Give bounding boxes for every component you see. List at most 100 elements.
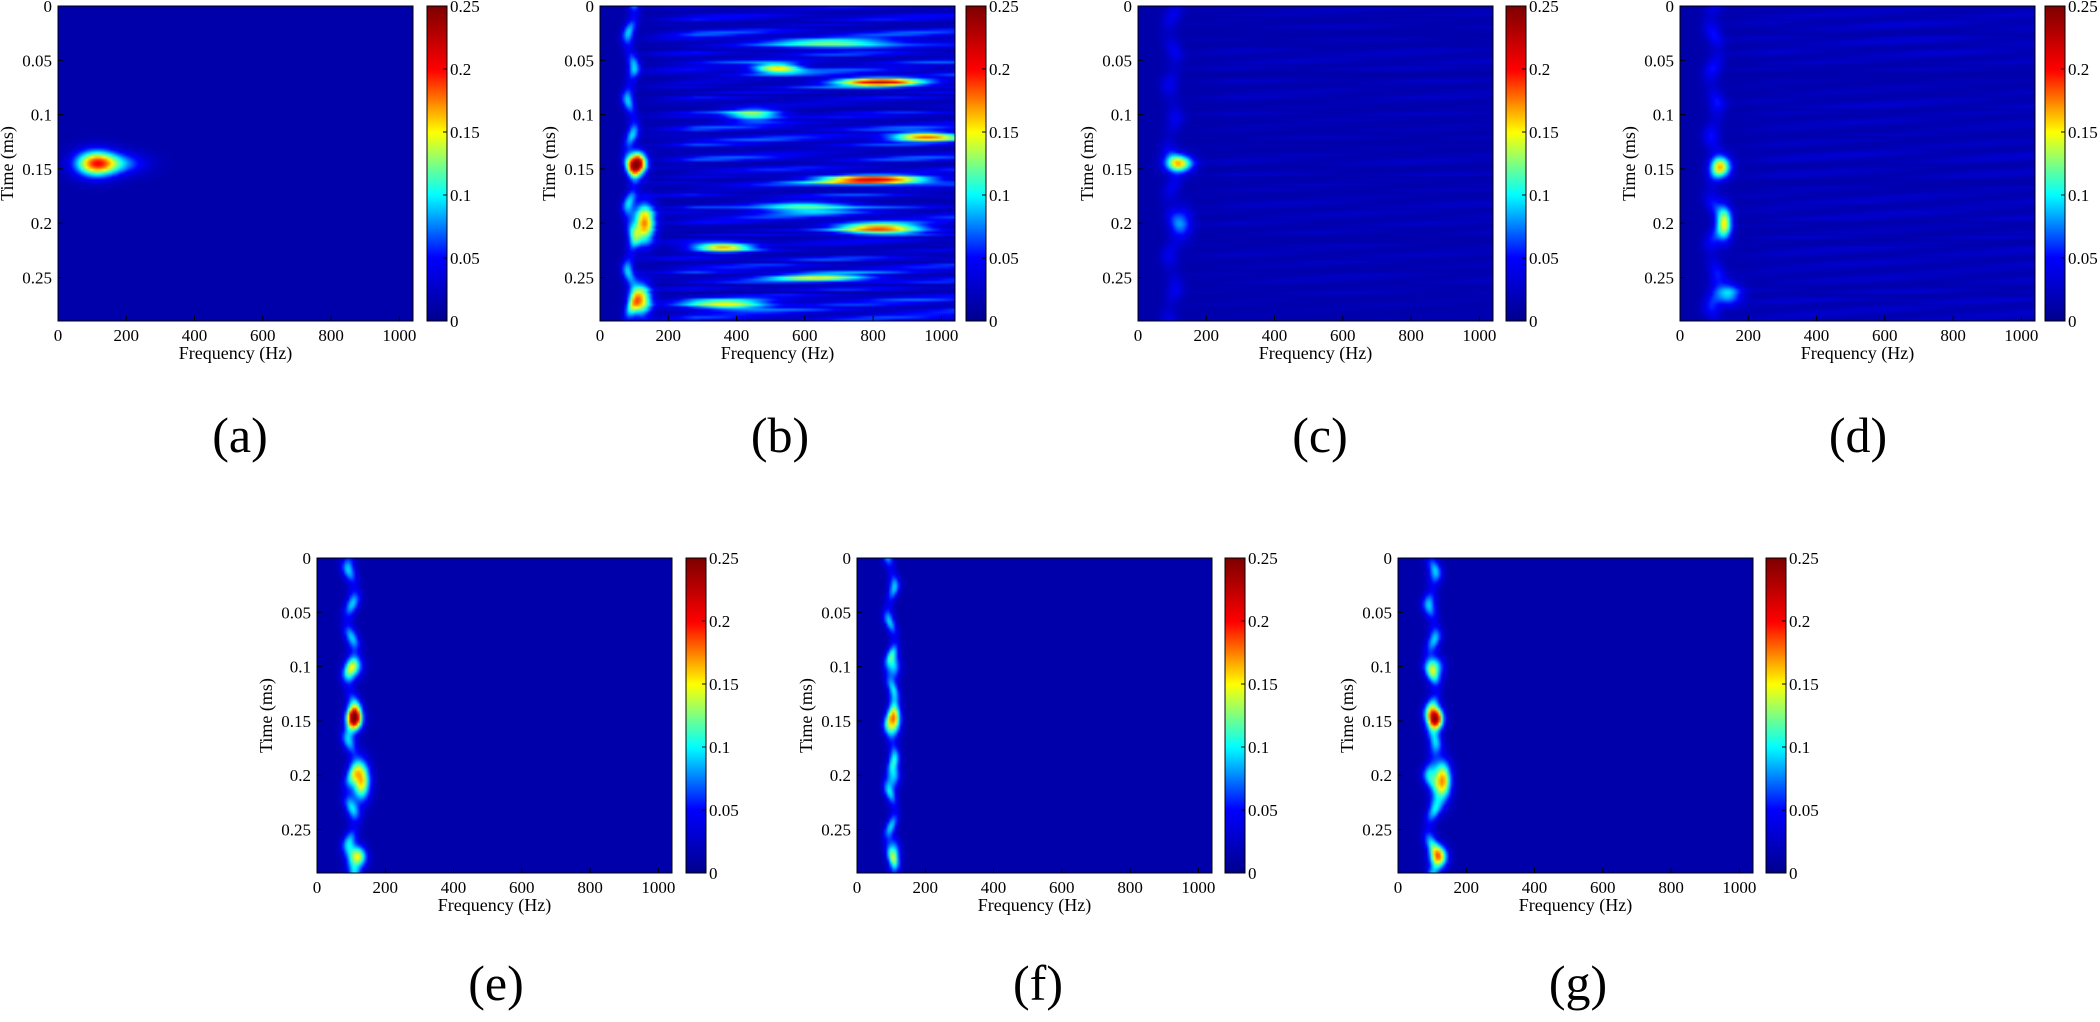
heatmap-image: [857, 558, 1212, 873]
plot-frame: [856, 557, 1213, 874]
colorbar: [686, 558, 706, 873]
x-tick-label: 800: [1398, 326, 1424, 345]
colorbar-tick-label: 0.2: [1529, 60, 1550, 79]
y-axis-label: Time (ms): [0, 126, 18, 201]
panel-caption: (f): [1013, 955, 1063, 1011]
x-tick-label: 200: [1736, 326, 1762, 345]
x-tick-label: 400: [1262, 326, 1288, 345]
colorbar-tick-label: 0.05: [1529, 249, 1559, 268]
heatmap-image: [600, 6, 955, 321]
y-tick-label: 0.25: [22, 269, 52, 288]
plot-frame: [1679, 5, 2036, 322]
y-tick-label: 0.2: [1653, 214, 1674, 233]
y-tick-label: 0.15: [1362, 712, 1392, 731]
x-tick-label: 400: [441, 878, 467, 897]
x-tick-label: 200: [656, 326, 682, 345]
colorbar-frame: [2044, 5, 2066, 322]
y-tick-label: 0.25: [1102, 269, 1132, 288]
x-tick-label: 1000: [1722, 878, 1756, 897]
y-tick-label: 0.1: [1111, 106, 1132, 125]
x-axis-label: Frequency (Hz): [1801, 343, 1914, 364]
y-tick-label: 0.1: [1371, 658, 1392, 677]
colorbar-frame: [1505, 5, 1527, 322]
colorbar-tick-label: 0.15: [1248, 675, 1278, 694]
heatmap-image: [1138, 6, 1493, 321]
x-tick-label: 800: [1117, 878, 1143, 897]
y-tick-label: 0.15: [1102, 160, 1132, 179]
x-tick-label: 600: [509, 878, 535, 897]
panel-b: 0 200 400 600 800 1000 0 0.05 0.1 0.15 0.2 0.25 Freq…: [539, 0, 1019, 463]
x-axis-label: Frequency (Hz): [438, 895, 551, 916]
y-tick-label: 0: [1384, 549, 1393, 568]
colorbar-tick-label: 0.1: [450, 186, 471, 205]
x-tick-label: 800: [860, 326, 886, 345]
x-tick-label: 0: [1134, 326, 1143, 345]
y-tick-label: 0.05: [1644, 51, 1674, 70]
y-tick-label: 0.05: [22, 51, 52, 70]
panel-caption: (c): [1292, 407, 1348, 463]
y-tick-label: 0.1: [290, 658, 311, 677]
colorbar-tick-label: 0.25: [1529, 0, 1559, 16]
x-tick-label: 600: [1590, 878, 1616, 897]
colorbar-frame: [1765, 557, 1787, 874]
plot-frame: [316, 557, 673, 874]
y-tick-label: 0.05: [1102, 51, 1132, 70]
colorbar: [1506, 6, 1526, 321]
panel-f: 0 200 400 600 800 1000 0 0.05 0.1 0.15 0.2 0.25 Freq…: [796, 549, 1278, 1011]
x-axis-label: Frequency (Hz): [978, 895, 1091, 916]
colorbar-tick-label: 0.15: [709, 675, 739, 694]
colorbar-tick-label: 0.25: [709, 549, 739, 568]
y-axis-label: Time (ms): [796, 678, 817, 753]
x-tick-label: 1000: [1462, 326, 1496, 345]
colorbar: [1225, 558, 1245, 873]
x-tick-label: 200: [373, 878, 399, 897]
colorbar-tick-label: 0.15: [2068, 123, 2098, 142]
y-tick-label: 0: [586, 0, 595, 16]
y-axis-label: Time (ms): [1077, 126, 1098, 201]
panel-g: 0 200 400 600 800 1000 0 0.05 0.1 0.15 0.2 0.25 Freq…: [1337, 549, 1819, 1011]
colorbar: [1766, 558, 1786, 873]
y-tick-label: 0.2: [290, 766, 311, 785]
x-axis-label: Frequency (Hz): [1259, 343, 1372, 364]
y-axis-label: Time (ms): [256, 678, 277, 753]
heatmap-image: [1680, 6, 2035, 321]
y-axis-label: Time (ms): [1337, 678, 1358, 753]
panel-a: 0 200 400 600 800 1000 0 0.05 0.1 0.15 0.2 0.25 Freq…: [0, 0, 480, 463]
y-tick-label: 0.2: [1371, 766, 1392, 785]
x-tick-label: 1000: [382, 326, 416, 345]
x-tick-label: 0: [596, 326, 605, 345]
colorbar-tick-label: 0.1: [989, 186, 1010, 205]
colorbar: [966, 6, 986, 321]
x-axis-label: Frequency (Hz): [1519, 895, 1632, 916]
colorbar-tick-label: 0.25: [1789, 549, 1819, 568]
x-tick-label: 800: [1940, 326, 1966, 345]
y-tick-label: 0: [843, 549, 852, 568]
colorbar: [2045, 6, 2065, 321]
colorbar-tick-label: 0.15: [989, 123, 1019, 142]
colorbar-frame: [426, 5, 448, 322]
heatmap-image: [317, 558, 672, 873]
x-tick-label: 1000: [924, 326, 958, 345]
x-tick-label: 600: [250, 326, 276, 345]
colorbar-tick-label: 0.1: [1789, 738, 1810, 757]
y-tick-label: 0.05: [281, 603, 311, 622]
colorbar-tick-label: 0.2: [989, 60, 1010, 79]
heatmap-image: [1398, 558, 1753, 873]
x-tick-label: 200: [1454, 878, 1480, 897]
x-tick-label: 0: [1676, 326, 1685, 345]
panel-e: 0 200 400 600 800 1000 0 0.05 0.1 0.15 0.2 0.25 Freq…: [256, 549, 739, 1011]
panel-c: 0 200 400 600 800 1000 0 0.05 0.1 0.15 0.2 0.25 Freq…: [1077, 0, 1559, 463]
x-axis-label: Frequency (Hz): [721, 343, 834, 364]
x-tick-label: 800: [1658, 878, 1684, 897]
plot-frame: [599, 5, 956, 322]
x-tick-label: 1000: [2004, 326, 2038, 345]
y-tick-label: 0.2: [573, 214, 594, 233]
colorbar-tick-label: 0: [1789, 864, 1798, 883]
x-tick-label: 400: [981, 878, 1007, 897]
colorbar-frame: [965, 5, 987, 322]
x-tick-label: 600: [792, 326, 818, 345]
x-tick-label: 200: [913, 878, 939, 897]
x-tick-label: 200: [114, 326, 140, 345]
colorbar-tick-label: 0.2: [450, 60, 471, 79]
